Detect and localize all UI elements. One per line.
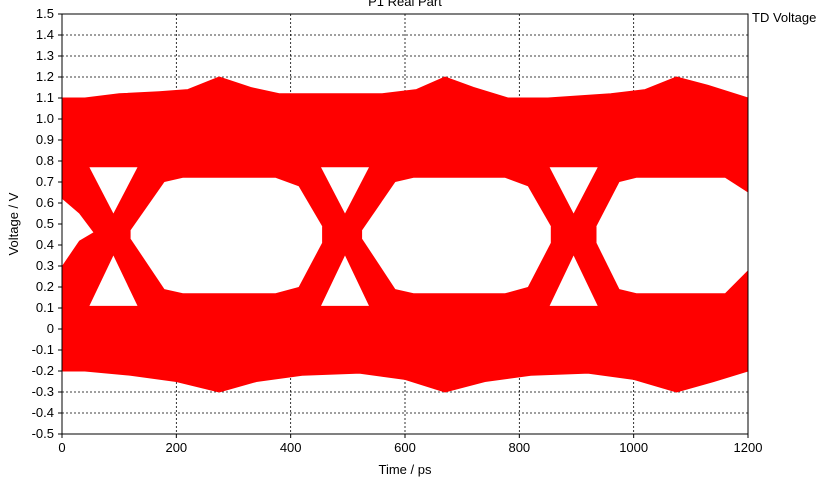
y-tick-label: -0.5 [32, 426, 54, 441]
y-tick-label: 0 [47, 321, 54, 336]
x-tick-label: 1200 [734, 440, 763, 455]
x-axis-ticks: 0 200 400 600 800 1000 1200 [58, 434, 762, 455]
x-tick-label: 1000 [619, 440, 648, 455]
y-tick-label: 0.6 [36, 195, 54, 210]
crossing-gap-lower-3 [549, 255, 598, 306]
crossing-gap-lower-2 [321, 255, 369, 306]
y-tick-label: 0.3 [36, 258, 54, 273]
crossing-gap-lower-1 [89, 255, 138, 306]
crossing-gap-upper-2 [321, 167, 369, 214]
y-tick-label: 0.8 [36, 153, 54, 168]
y-tick-label: 0.7 [36, 174, 54, 189]
x-tick-label: 400 [280, 440, 302, 455]
y-tick-label: 0.1 [36, 300, 54, 315]
y-tick-label: 1.1 [36, 90, 54, 105]
x-axis-label: Time / ps [379, 462, 432, 477]
y-tick-label: 0.2 [36, 279, 54, 294]
x-tick-label: 200 [165, 440, 187, 455]
edge-opening-left [62, 198, 94, 266]
y-tick-label: 1.3 [36, 48, 54, 63]
y-tick-label: 0.4 [36, 237, 54, 252]
y-axis-label: Voltage / V [6, 192, 21, 255]
y-tick-label: -0.3 [32, 384, 54, 399]
chart-title: P1 Real Part [368, 0, 442, 9]
y-tick-label: 0.9 [36, 132, 54, 147]
crossing-gap-upper-1 [89, 167, 138, 214]
y-tick-label: 0.5 [36, 216, 54, 231]
y-tick-label: 1.2 [36, 69, 54, 84]
legend-entry-td-voltage: TD Voltage [752, 10, 816, 25]
y-tick-label: 1.4 [36, 27, 54, 42]
eye-opening-1 [130, 177, 323, 294]
y-tick-label: -0.1 [32, 342, 54, 357]
y-axis-ticks: -0.5 -0.4 -0.3 -0.2 -0.1 0 0.1 0.2 0.3 0.4 0.5 0.6 0… [32, 6, 62, 441]
crossing-gap-upper-3 [549, 167, 598, 214]
x-tick-label: 600 [394, 440, 416, 455]
x-tick-label: 0 [58, 440, 65, 455]
eye-opening-2 [362, 177, 551, 294]
y-tick-label: 1.5 [36, 6, 54, 21]
x-tick-label: 800 [508, 440, 530, 455]
edge-opening-right [596, 177, 748, 294]
y-tick-label: -0.2 [32, 363, 54, 378]
y-tick-label: 1.0 [36, 111, 54, 126]
y-tick-label: -0.4 [32, 405, 54, 420]
series-td-voltage [61, 76, 749, 393]
